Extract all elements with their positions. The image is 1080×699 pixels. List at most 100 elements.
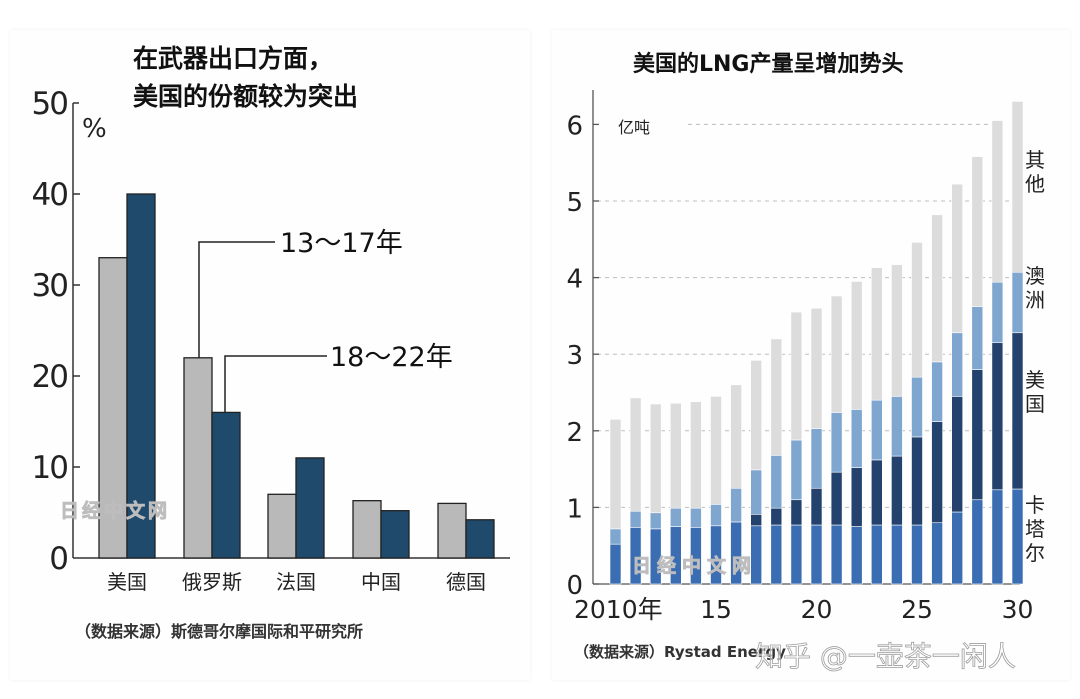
bar-18-22	[465, 519, 495, 559]
legend-char: 美	[1025, 368, 1045, 392]
stack-segment-other	[710, 396, 722, 505]
stack-segment-other	[629, 397, 642, 512]
stack-segment-australia	[991, 281, 1004, 344]
stack-segment-australia	[810, 428, 823, 489]
stack-segment-australia	[911, 376, 923, 438]
stack-segment-qatar	[891, 524, 903, 585]
legend-label-18-22: 18～22年	[330, 342, 453, 373]
stack-segment-usa	[911, 436, 923, 526]
right-y-tick-label: 6	[566, 111, 583, 141]
left-y-tick-label: 0	[49, 541, 67, 577]
left-chart-plot: 0 10 20 30 40 50 美国 俄罗斯 法国 中国 德国 13～17年 18～22年	[32, 86, 510, 594]
stack-segment-other	[931, 214, 943, 363]
stack-segment-other	[1011, 101, 1024, 273]
legend-char: 洲	[1025, 288, 1045, 312]
stack-segment-australia	[669, 507, 682, 527]
left-x-category-label: 美国	[107, 570, 147, 594]
zhihu-watermark: 知乎 @一壶茶一闲人	[755, 640, 1016, 673]
stack-segment-usa	[850, 467, 863, 527]
bar-13-17	[267, 493, 297, 559]
stack-segment-other	[609, 419, 622, 530]
stack-segment-australia	[629, 510, 642, 528]
stack-segment-qatar	[911, 524, 923, 585]
stack-segment-australia	[891, 396, 903, 457]
left-chart-panel	[10, 30, 530, 680]
stack-segment-other	[750, 360, 763, 471]
stack-segment-usa	[790, 499, 803, 526]
stack-segment-other	[891, 264, 903, 397]
right-x-tick-label: 30	[1002, 595, 1034, 624]
bar-18-22	[295, 457, 325, 559]
right-y-tick-label: 2	[566, 418, 583, 448]
stack-segment-other	[690, 401, 702, 509]
stack-segment-australia	[1011, 271, 1024, 334]
right-chart-source: （数据来源）Rystad Energy	[574, 643, 786, 661]
legend-char: 其	[1025, 148, 1045, 172]
left-y-tick-label: 10	[32, 450, 68, 486]
stack-segment-qatar	[609, 543, 622, 585]
right-y-tick-label: 5	[566, 188, 583, 218]
stack-segment-australia	[790, 439, 803, 501]
stack-segment-qatar	[951, 511, 964, 585]
stack-segment-other	[810, 307, 823, 429]
legend-char: 尔	[1025, 541, 1045, 565]
left-y-tick-label: 50	[32, 86, 68, 122]
legend-label-qatar: 卡塔尔	[1025, 493, 1045, 565]
stack-segment-other	[649, 403, 662, 514]
right-x-tick-label: 15	[700, 595, 732, 624]
legend-label-usa: 美国	[1025, 368, 1045, 416]
stack-segment-other	[730, 384, 742, 489]
stack-segment-australia	[649, 512, 662, 530]
stack-segment-other	[971, 156, 984, 308]
stack-segment-australia	[971, 306, 984, 370]
left-chart-title-line1: 在武器出口方面，	[133, 44, 333, 73]
right-watermark: 日经中文网	[632, 554, 757, 577]
stack-segment-australia	[690, 507, 702, 528]
left-y-unit-label: %	[82, 114, 107, 144]
right-y-unit-label: 亿吨	[618, 118, 650, 137]
stack-segment-australia	[850, 409, 863, 468]
stack-segment-usa	[870, 459, 883, 526]
stack-segment-qatar	[971, 499, 984, 585]
stack-segment-other	[830, 295, 843, 413]
right-x-tick-label: 2010年	[574, 595, 663, 624]
legend-char: 澳	[1025, 264, 1045, 288]
legend-char: 国	[1025, 392, 1045, 416]
bar-18-22	[380, 510, 410, 559]
stack-segment-usa	[951, 396, 964, 513]
bar-13-17	[183, 357, 213, 559]
left-x-category-label: 德国	[446, 570, 486, 594]
left-y-tick-label: 20	[32, 359, 68, 395]
stack-segment-australia	[951, 332, 964, 397]
stack-segment-qatar	[810, 524, 823, 585]
stack-segment-usa	[810, 487, 823, 526]
stack-segment-usa	[750, 513, 763, 527]
bar-13-17	[437, 502, 467, 559]
bar-18-22	[211, 411, 241, 559]
bar-13-17	[352, 500, 382, 559]
stack-segment-qatar	[830, 524, 843, 585]
legend-callout-line-13-17	[198, 241, 275, 358]
stack-segment-usa	[971, 369, 984, 501]
stack-segment-qatar	[1011, 488, 1024, 585]
right-y-tick-label: 1	[566, 494, 583, 524]
bar-13-17	[98, 257, 128, 559]
stack-segment-other	[911, 242, 923, 378]
stack-segment-other	[951, 183, 964, 334]
left-chart-title-line2: 美国的份额较为突出	[133, 82, 358, 111]
stack-segment-australia	[710, 504, 722, 527]
right-chart-title: 美国的LNG产量呈增加势头	[633, 51, 904, 77]
stack-segment-australia	[750, 469, 763, 515]
stack-segment-other	[870, 267, 883, 401]
stack-segment-australia	[931, 361, 943, 422]
left-y-tick-label: 40	[32, 177, 68, 213]
stack-segment-qatar	[870, 524, 883, 585]
stack-segment-qatar	[991, 489, 1004, 585]
right-y-tick-label: 0	[566, 571, 583, 601]
stack-segment-australia	[870, 399, 883, 461]
legend-label-australia: 澳洲	[1025, 264, 1045, 312]
right-y-tick-label: 4	[566, 265, 583, 295]
left-x-category-label: 中国	[361, 570, 401, 594]
